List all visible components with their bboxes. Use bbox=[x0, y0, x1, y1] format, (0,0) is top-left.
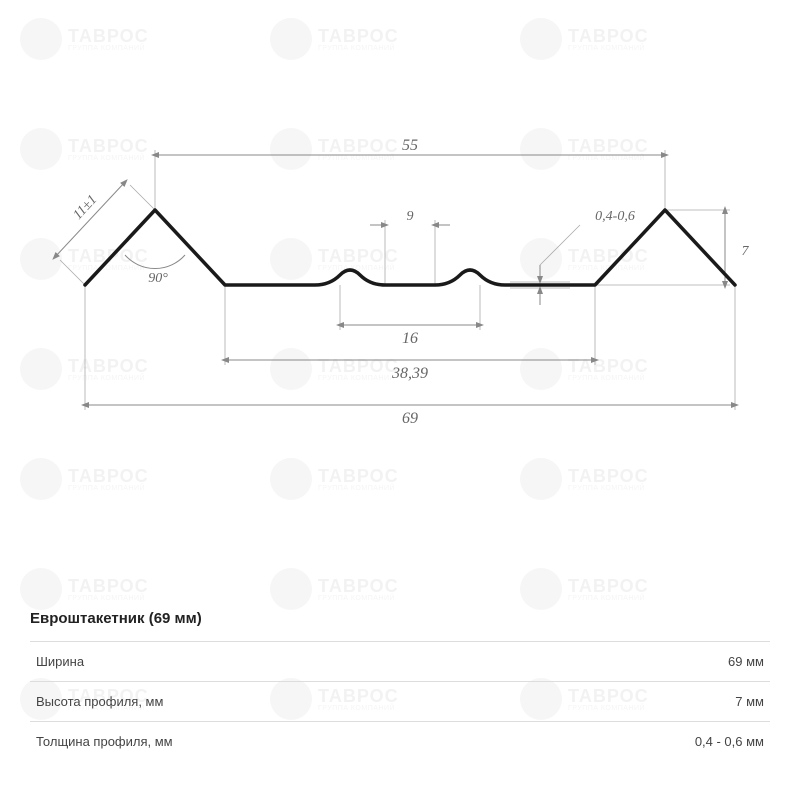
spec-value: 7 мм bbox=[509, 682, 770, 722]
spec-label: Толщина профиля, мм bbox=[30, 722, 509, 762]
watermark-text: ТАВРОС ГРУППА КОМПАНИЙ bbox=[568, 27, 649, 52]
watermark: ТАВРОС ГРУППА КОМПАНИЙ bbox=[270, 458, 399, 500]
watermark: ТАВРОС ГРУППА КОМПАНИЙ bbox=[520, 18, 649, 60]
watermark: ТАВРОС ГРУППА КОМПАНИЙ bbox=[270, 568, 399, 610]
watermark: ТАВРОС ГРУППА КОМПАНИЙ bbox=[20, 568, 149, 610]
spec-value: 69 мм bbox=[509, 642, 770, 682]
dim-label-thickness: 0,4-0,6 bbox=[595, 209, 635, 224]
dim-label-55: 55 bbox=[402, 137, 418, 154]
spec-title: Евроштакетник (69 мм) bbox=[30, 610, 770, 627]
watermark-text: ТАВРОС ГРУППА КОМПАНИЙ bbox=[68, 577, 149, 602]
ext-line bbox=[60, 260, 85, 285]
dim-label-16: 16 bbox=[402, 330, 418, 347]
watermark-text: ТАВРОС ГРУППА КОМПАНИЙ bbox=[318, 577, 399, 602]
spec-label: Ширина bbox=[30, 642, 509, 682]
ext-line bbox=[130, 185, 155, 210]
watermark-text: ТАВРОС ГРУППА КОМПАНИЙ bbox=[318, 467, 399, 492]
spec-section: Евроштакетник (69 мм) Ширина 69 ммВысота… bbox=[30, 610, 770, 761]
watermark-text: ТАВРОС ГРУППА КОМПАНИЙ bbox=[318, 27, 399, 52]
watermark-text: ТАВРОС ГРУППА КОМПАНИЙ bbox=[568, 467, 649, 492]
watermark-logo-icon bbox=[520, 18, 562, 60]
watermark-logo-icon bbox=[20, 18, 62, 60]
watermark: ТАВРОС ГРУППА КОМПАНИЙ bbox=[520, 568, 649, 610]
spec-label: Высота профиля, мм bbox=[30, 682, 509, 722]
watermark-text: ТАВРОС ГРУППА КОМПАНИЙ bbox=[68, 467, 149, 492]
watermark: ТАВРОС ГРУППА КОМПАНИЙ bbox=[520, 458, 649, 500]
profile-diagram: 55 9 0,4-0,6 7 11±1 90° 16 38,39 69 bbox=[40, 60, 760, 460]
watermark-logo-icon bbox=[270, 458, 312, 500]
watermark-logo-icon bbox=[20, 458, 62, 500]
table-row: Высота профиля, мм 7 мм bbox=[30, 682, 770, 722]
watermark-logo-icon bbox=[520, 458, 562, 500]
dim-label-69: 69 bbox=[402, 410, 418, 427]
watermark: ТАВРОС ГРУППА КОМПАНИЙ bbox=[20, 458, 149, 500]
watermark: ТАВРОС ГРУППА КОМПАНИЙ bbox=[270, 18, 399, 60]
watermark-logo-icon bbox=[270, 568, 312, 610]
watermark-logo-icon bbox=[270, 18, 312, 60]
table-row: Толщина профиля, мм 0,4 - 0,6 мм bbox=[30, 722, 770, 762]
dim-label-9: 9 bbox=[407, 209, 414, 224]
table-row: Ширина 69 мм bbox=[30, 642, 770, 682]
spec-table: Ширина 69 ммВысота профиля, мм 7 ммТолщи… bbox=[30, 641, 770, 761]
dim-label-90: 90° bbox=[148, 271, 168, 286]
angle-arc bbox=[125, 255, 185, 269]
dim-label-7: 7 bbox=[742, 244, 750, 259]
watermark-text: ТАВРОС ГРУППА КОМПАНИЙ bbox=[568, 577, 649, 602]
spec-value: 0,4 - 0,6 мм bbox=[509, 722, 770, 762]
watermark-logo-icon bbox=[520, 568, 562, 610]
dim-label-11: 11±1 bbox=[71, 192, 101, 222]
thickness-leader bbox=[540, 225, 580, 265]
dim-label-38: 38,39 bbox=[391, 365, 428, 382]
watermark: ТАВРОС ГРУППА КОМПАНИЙ bbox=[20, 18, 149, 60]
watermark-text: ТАВРОС ГРУППА КОМПАНИЙ bbox=[68, 27, 149, 52]
watermark-logo-icon bbox=[20, 568, 62, 610]
